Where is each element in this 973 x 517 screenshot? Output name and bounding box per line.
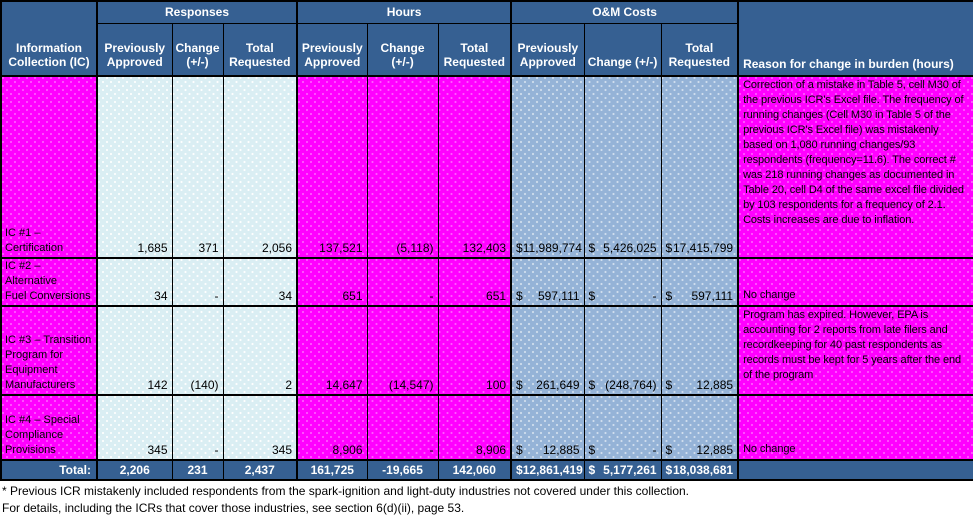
currency-symbol: $ [665,289,673,303]
currency-symbol: $ [665,241,673,255]
reason-cell: Correction of a mistake in Table 5, cell… [737,75,973,259]
responses-change-cell: (140) [171,305,224,396]
currency-symbol: $ [516,463,523,477]
hours-previously-approved-cell: 137,521 [296,75,368,259]
responses-change-cell: 371 [171,75,224,259]
footnote-2: For details, including the ICRs that cov… [2,501,465,515]
total-row: Total: 2,206 231 2,437 161,725 -19,665 1… [0,459,973,481]
currency-symbol: $ [588,289,596,303]
hours-previously-approved-total: 161,725 [296,459,368,481]
responses-previously-approved-cell: 142 [96,305,173,396]
group-header-om-costs: O&M Costs [510,0,739,24]
group-header-hours: Hours [296,0,512,24]
reason-cell: Program has expired. However, EPA is acc… [737,305,973,396]
om-total-requested-cell: $597,111 [660,257,739,307]
currency-symbol: $ [516,443,523,457]
hours-change-cell: - [366,257,439,307]
om-previously-approved-cell: $597,111 [510,257,585,307]
hours-total-requested-cell: 8,906 [437,394,512,461]
responses-total-requested-cell: 34 [222,257,298,307]
column-header-om-previously-approved: Previously Approved [510,22,585,77]
hours-change-total: -19,665 [366,459,439,481]
responses-change-cell: - [171,257,224,307]
column-header-hours-change: Change (+/-) [366,22,439,77]
currency-symbol: $ [588,241,596,255]
currency-symbol: $ [588,378,596,392]
footnotes: * Previous ICR mistakenly included respo… [0,481,973,517]
responses-total-requested-cell: 2 [222,305,298,396]
group-header-responses: Responses [95,0,298,24]
hours-total-requested-cell: 132,403 [437,75,512,259]
table-row-ic2: IC #2 – Alternative Fuel Conversions 34 … [0,257,973,307]
ic-name-cell: IC #3 – Transition Program for Equipment… [0,305,98,396]
burden-summary-table: Information Collection (IC) Responses Ho… [0,0,973,481]
responses-previously-approved-cell: 1,685 [96,75,173,259]
om-total-requested-cell: $17,415,799 [660,75,739,259]
column-header-om-total-requested: Total Requested [660,22,739,77]
om-total-requested-total: $18,038,681 [660,459,739,481]
sub-header-row: Previously Approved Change (+/-) Total R… [1,22,973,77]
hours-previously-approved-cell: 8,906 [296,394,368,461]
column-header-hours-previously-approved: Previously Approved [296,22,368,77]
column-header-responses-previously-approved: Previously Approved [96,22,173,77]
om-previously-approved-cell: $11,989,774 [510,75,585,259]
om-previously-approved-cell: $12,885 [510,394,585,461]
currency-symbol: $ [665,378,673,392]
currency-symbol: $ [516,241,523,255]
responses-previously-approved-total: 2,206 [96,459,173,481]
hours-total-requested-cell: 100 [437,305,512,396]
responses-total-requested-total: 2,437 [222,459,298,481]
total-reason-empty-cell [737,459,973,481]
currency-symbol: $ [516,289,523,303]
currency-symbol: $ [665,463,673,477]
responses-total-requested-cell: 2,056 [222,75,298,259]
column-header-information-collection: Information Collection (IC) [0,0,98,77]
om-total-requested-cell: $12,885 [660,394,739,461]
ic-name-cell: IC #4 – Special Compliance Provisions [0,394,98,461]
hours-total-requested-cell: 651 [437,257,512,307]
hours-change-cell: - [366,394,439,461]
table-row-ic4: IC #4 – Special Compliance Provisions 34… [0,394,973,461]
om-change-cell: $ - [583,394,662,461]
hours-total-requested-total: 142,060 [437,459,512,481]
responses-change-total: 231 [171,459,224,481]
ic-name-cell: IC #2 – Alternative Fuel Conversions [0,257,98,307]
om-change-total: $5,177,261 [583,459,662,481]
column-header-reason: Reason for change in burden (hours) [737,0,973,77]
hours-previously-approved-cell: 651 [296,257,368,307]
currency-symbol: $ [516,378,523,392]
om-previously-approved-cell: $261,649 [510,305,585,396]
currency-symbol: $ [665,443,673,457]
om-change-cell: $5,426,025 [583,75,662,259]
responses-previously-approved-cell: 345 [96,394,173,461]
total-label: Total: [0,459,98,481]
column-header-responses-change: Change (+/-) [171,22,224,77]
hours-change-cell: (5,118) [366,75,439,259]
column-header-responses-total-requested: Total Requested [222,22,298,77]
footnote-1: * Previous ICR mistakenly included respo… [2,484,690,498]
hours-change-cell: (14,547) [366,305,439,396]
om-total-requested-cell: $12,885 [660,305,739,396]
reason-cell: No change [737,394,973,461]
reason-cell: No change [737,257,973,307]
currency-symbol: $ [588,443,596,457]
table-row-ic1: IC #1 – Certification 1,685 371 2,056 13… [0,75,973,259]
responses-previously-approved-cell: 34 [96,257,173,307]
om-previously-approved-total: $12,861,419 [510,459,585,481]
om-change-cell: $ (248,764) [583,305,662,396]
group-header-row: Information Collection (IC) Responses Ho… [0,0,973,77]
ic-name-cell: IC #1 – Certification [0,75,98,259]
responses-change-cell: - [171,394,224,461]
column-header-om-change: Change (+/-) [583,22,662,77]
column-header-hours-total-requested: Total Requested [437,22,512,77]
responses-total-requested-cell: 345 [222,394,298,461]
table-row-ic3: IC #3 – Transition Program for Equipment… [0,305,973,396]
currency-symbol: $ [588,463,596,477]
om-change-cell: $ - [583,257,662,307]
hours-previously-approved-cell: 14,647 [296,305,368,396]
